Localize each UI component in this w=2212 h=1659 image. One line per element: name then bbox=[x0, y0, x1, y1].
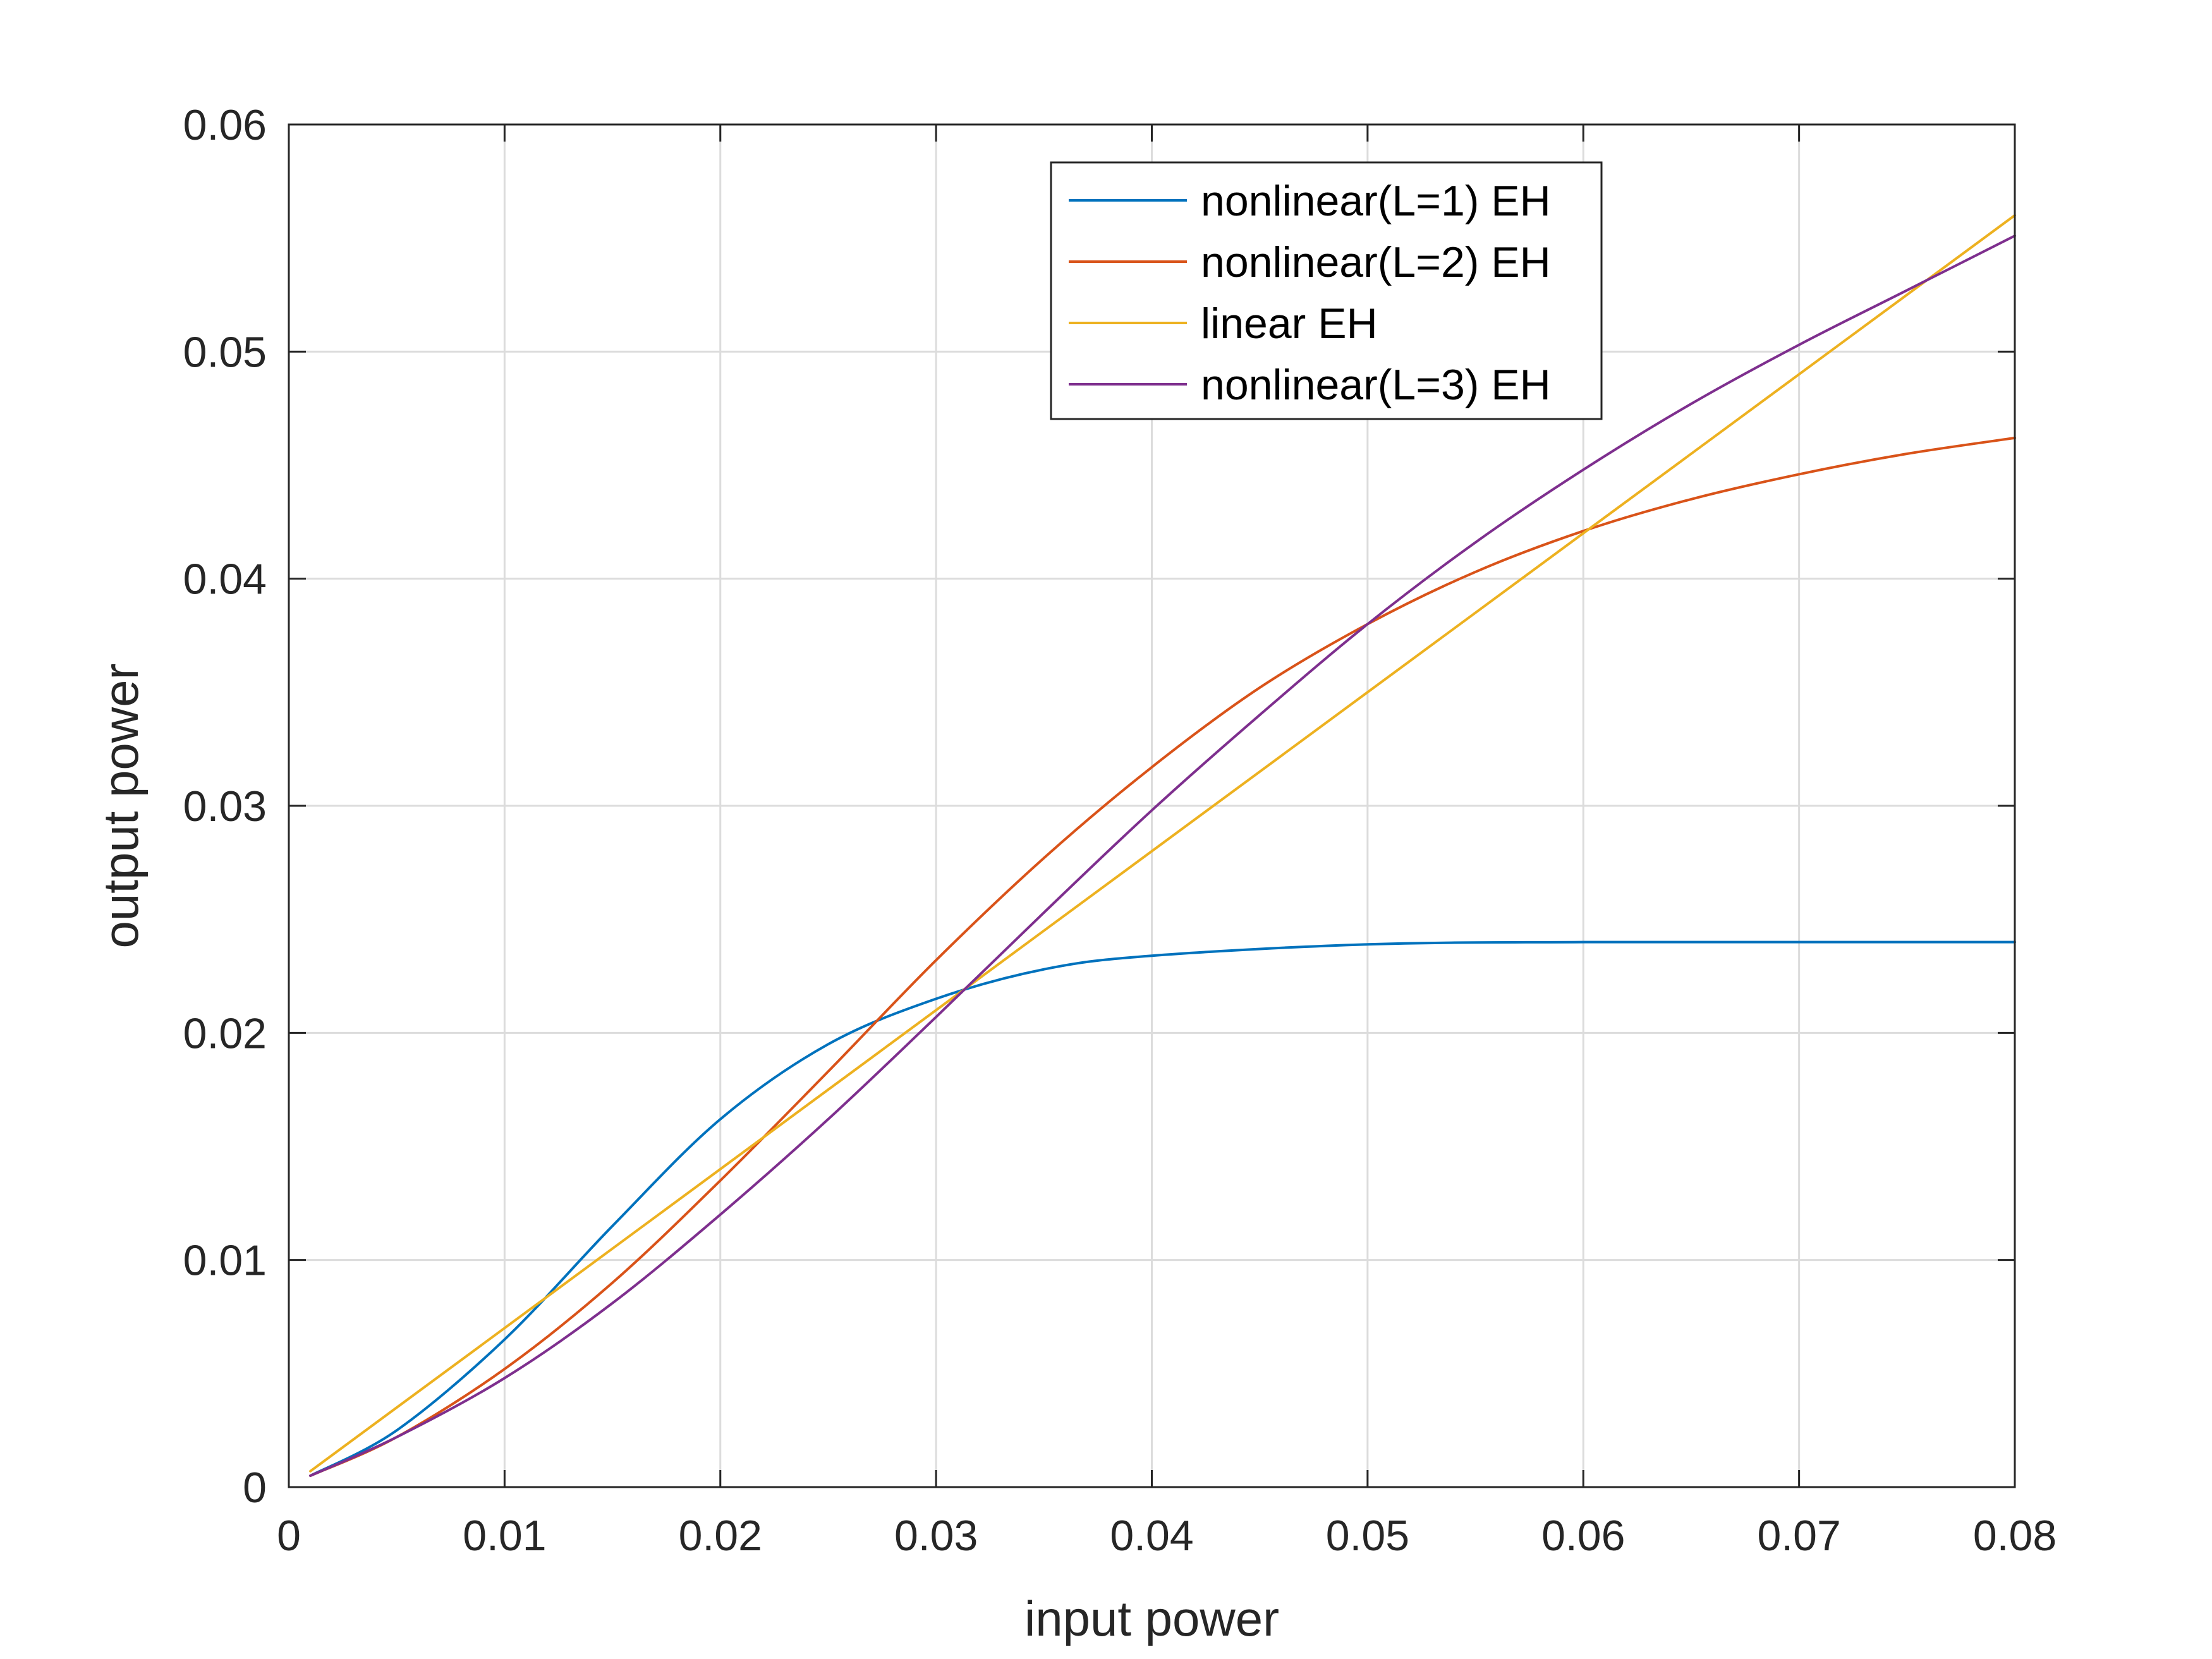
x-tick-label: 0.03 bbox=[894, 1512, 978, 1560]
x-axis-label: input power bbox=[1024, 1591, 1279, 1646]
y-axis-label: output power bbox=[93, 664, 149, 949]
x-tick-label: 0 bbox=[277, 1512, 301, 1560]
series-line-1 bbox=[309, 940, 2016, 1477]
legend-label-4: nonlinear(L=3) EH bbox=[1201, 361, 1551, 409]
x-tick-label: 0.07 bbox=[1757, 1512, 1840, 1560]
series-line-4 bbox=[309, 234, 2016, 1477]
series-layer bbox=[309, 214, 2016, 1477]
legend-label-3: linear EH bbox=[1201, 300, 1378, 348]
y-tick-labels: 0 0.01 0.02 0.03 0.04 0.05 0.06 bbox=[183, 101, 267, 1512]
axis-ticks bbox=[288, 123, 2016, 1488]
x-tick-label: 0.02 bbox=[679, 1512, 762, 1560]
legend-box bbox=[1050, 161, 1603, 420]
y-tick-label: 0.01 bbox=[183, 1237, 267, 1285]
y-tick-label: 0.03 bbox=[183, 782, 267, 830]
y-tick-label: 0.02 bbox=[183, 1009, 267, 1057]
legend-label-2: nonlinear(L=2) EH bbox=[1201, 238, 1551, 286]
x-tick-labels: 0 0.01 0.02 0.03 0.04 0.05 0.06 0.07 0.08 bbox=[277, 1512, 2057, 1560]
y-tick-label: 0.05 bbox=[183, 328, 267, 376]
legend: nonlinear(L=1) EH nonlinear(L=2) EH linear… bbox=[1050, 161, 1603, 420]
y-tick-label: 0.06 bbox=[183, 101, 267, 149]
series-line-3 bbox=[309, 214, 2016, 1473]
x-tick-label: 0.04 bbox=[1110, 1512, 1193, 1560]
y-tick-label: 0 bbox=[243, 1464, 267, 1512]
legend-label-1: nonlinear(L=1) EH bbox=[1201, 177, 1551, 225]
x-tick-label: 0.05 bbox=[1326, 1512, 1409, 1560]
x-tick-label: 0.01 bbox=[463, 1512, 546, 1560]
x-tick-label: 0.06 bbox=[1541, 1512, 1625, 1560]
x-tick-label: 0.08 bbox=[1973, 1512, 2057, 1560]
series-line-2 bbox=[309, 436, 2016, 1477]
y-tick-label: 0.04 bbox=[183, 556, 267, 604]
